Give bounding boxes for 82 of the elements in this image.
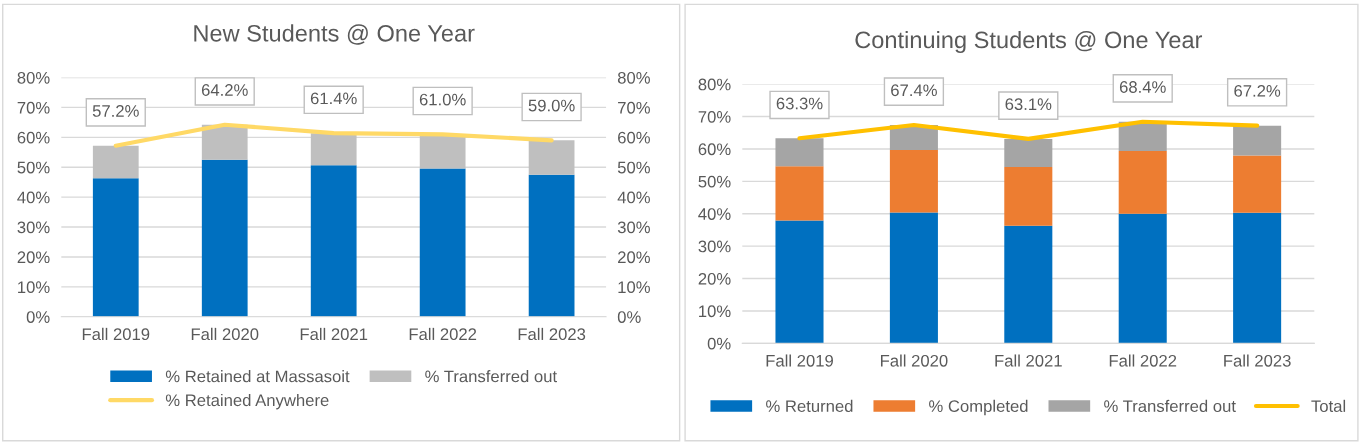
x-tick-label: Fall 2020	[880, 354, 948, 367]
data-label: 57.2%	[92, 105, 139, 117]
x-tick-label: Fall 2021	[995, 354, 1062, 367]
y2-tick-label: 30%	[617, 221, 650, 234]
bar	[201, 124, 248, 160]
y-tick-label: 60%	[17, 131, 50, 144]
bar	[92, 145, 139, 179]
y2-tick-label: 40%	[617, 191, 650, 204]
y-tick-label: 0%	[707, 337, 731, 350]
data-label: 61.4%	[310, 92, 357, 105]
y-tick-label: 40%	[17, 191, 50, 204]
data-label: 61.0%	[419, 93, 466, 106]
x-tick-label: Fall 2020	[191, 327, 259, 341]
data-label: 59.0%	[528, 99, 575, 112]
y-tick-label: 40%	[698, 208, 731, 220]
bar	[1004, 138, 1053, 168]
y-tick-label: 70%	[17, 101, 50, 114]
bar	[310, 165, 357, 317]
bar	[889, 212, 938, 344]
line-series	[113, 122, 554, 148]
y-tick-label: 20%	[698, 272, 731, 285]
y-tick-label: 70%	[698, 110, 731, 123]
y-tick-label: 50%	[17, 161, 50, 174]
chart-title: New Students @ One Year	[194, 24, 475, 45]
y-tick-label: 60%	[698, 143, 731, 156]
y2-tick-label: 0%	[617, 311, 641, 323]
bar	[419, 168, 466, 317]
x-tick-label: Fall 2019	[766, 354, 833, 367]
y-tick-label: 10%	[18, 281, 50, 294]
x-tick-label: Fall 2023	[518, 327, 586, 341]
bar	[889, 149, 938, 213]
bar	[1233, 125, 1282, 156]
bar	[1004, 225, 1053, 344]
data-label: 67.2%	[1234, 84, 1281, 97]
y2-tick-label: 50%	[617, 161, 650, 174]
chart-title: Continuing Students @ One Year	[855, 30, 1203, 53]
y2-tick-label: 60%	[618, 131, 650, 144]
x-tick-label: Fall 2022	[1109, 354, 1177, 367]
y-tick-label: 80%	[17, 71, 50, 84]
x-tick-label: Fall 2021	[300, 327, 368, 341]
bar	[1118, 150, 1167, 214]
legend-label: % Retained at Massasoit	[165, 370, 350, 383]
x-tick-label: Fall 2022	[409, 327, 477, 341]
y2-tick-label: 10%	[618, 281, 650, 294]
data-label: 67.4%	[891, 84, 937, 97]
y2-tick-label: 70%	[618, 101, 650, 114]
bar	[92, 178, 139, 317]
data-label: 63.3%	[776, 97, 823, 110]
bar	[1004, 167, 1053, 226]
bar	[775, 166, 824, 221]
bar	[1118, 121, 1167, 151]
y-tick-label: 20%	[17, 251, 50, 264]
bar	[528, 174, 575, 317]
y-tick-label: 0%	[26, 311, 50, 323]
bar	[201, 159, 248, 317]
legend-label: % Returned	[766, 399, 853, 413]
data-label: 63.1%	[1005, 98, 1052, 111]
line-series	[797, 119, 1260, 142]
bar	[1118, 213, 1167, 344]
bar	[1233, 155, 1282, 213]
legend-label: % Transferred out	[425, 370, 557, 383]
legend-label: % Retained Anywhere	[165, 393, 329, 410]
y-tick-label: 50%	[698, 175, 731, 188]
y2-tick-label: 80%	[617, 71, 650, 84]
y-tick-label: 30%	[698, 240, 731, 253]
bar	[775, 220, 824, 344]
x-tick-label: Fall 2023	[1224, 354, 1291, 367]
y-tick-label: 80%	[698, 78, 731, 91]
legend-label: Total	[1311, 399, 1346, 413]
y-tick-label: 10%	[699, 305, 731, 318]
bar	[775, 138, 824, 167]
data-label: 68.4%	[1119, 81, 1166, 93]
legend-label: % Transferred out	[1104, 399, 1236, 413]
x-tick-label: Fall 2019	[82, 327, 150, 341]
data-label: 64.2%	[201, 84, 248, 96]
bar	[1233, 212, 1282, 344]
bar	[528, 140, 575, 175]
legend-label: % Completed	[929, 399, 1028, 416]
bar	[310, 133, 357, 166]
y-tick-label: 30%	[17, 221, 50, 234]
y2-tick-label: 20%	[618, 251, 650, 264]
bar	[419, 134, 466, 169]
